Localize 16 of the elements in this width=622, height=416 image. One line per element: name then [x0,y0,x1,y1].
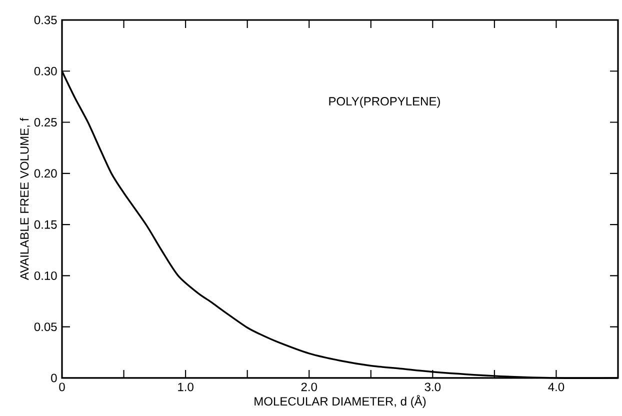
x-tick-label: 3.0 [424,382,441,392]
x-tick-label: 4.0 [548,382,564,392]
y-tick-label: 0 [51,374,57,382]
y-tick-label: 0.10 [34,271,57,280]
y-tick-label: 0.30 [34,66,57,76]
x-tick-label: 1.0 [178,382,194,392]
annotation: POLY(PROPYLENE) [329,96,440,108]
x-tick-label: 2.0 [301,382,317,392]
y-axis-title: AVAILABLE FREE VOLUME, f [20,118,30,280]
y-tick-label: 0.35 [34,16,57,24]
y-tick-label: 0.05 [34,322,57,332]
x-axis-title: MOLECULAR DIAMETER, d (Å) [254,395,426,408]
y-tick-label: 0.20 [34,169,57,178]
x-tick-label: 0 [59,382,65,392]
y-tick-label: 0.25 [34,118,57,127]
y-tick-label: 0.15 [34,220,57,229]
